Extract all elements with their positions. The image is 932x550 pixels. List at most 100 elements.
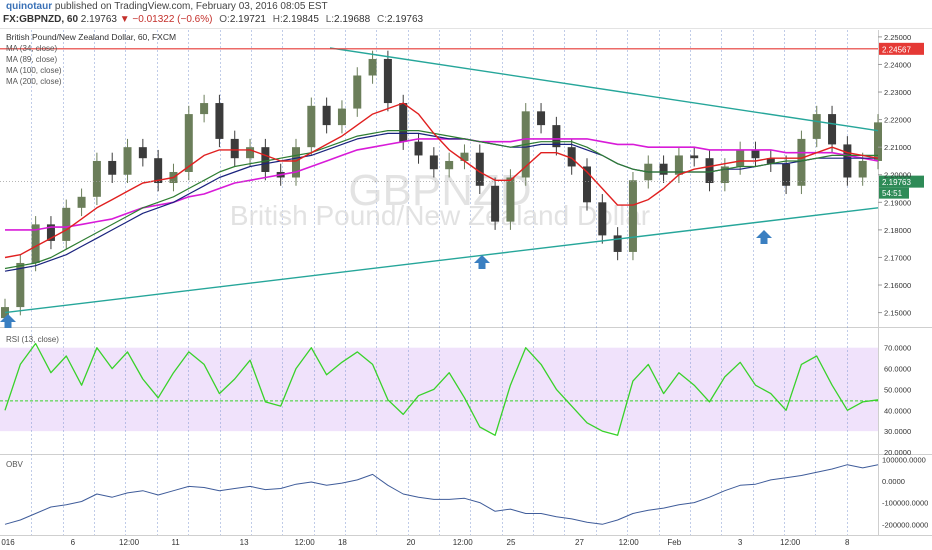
candle-body [31,224,40,263]
candle-body [138,147,147,159]
resistance-label: 2.24567 [882,45,911,54]
upper-trendline [329,47,879,132]
candle-body [751,149,760,159]
candle-body [598,202,607,236]
ma200-line [5,138,879,231]
rsi-tick-label: 40.0000 [884,406,911,415]
candle-body [537,111,546,126]
candle-body [200,103,209,115]
candle-body [858,160,867,178]
candle-body [414,141,423,156]
candle-body [353,75,362,109]
watermark-symbol: GBPNZD [348,166,531,215]
candle-body [460,152,469,161]
price-tick-label: 2.25000 [884,33,911,42]
x-tick-label: 3 [738,538,743,547]
obv-tick-label: 0.0000 [882,477,905,486]
price-tick-label: 2.22000 [884,116,911,125]
candle-body [337,108,346,126]
last-price-tag [879,175,924,188]
x-tick-label: 20 [406,538,415,547]
x-tick-label: Feb [667,538,681,547]
candle-body [674,155,683,175]
ohlc-values: O:2.19721 [219,14,266,25]
ma-legend-item: MA (89, close) [6,55,57,64]
price-tick-label: 2.15000 [884,309,911,318]
candle-body [628,180,637,252]
x-tick-label: 11 [171,538,180,547]
candle-body [368,58,377,76]
candle-body [215,103,224,139]
x-tick-label: 18 [338,538,347,547]
x-tick-label: 12:00 [295,538,316,547]
candle-body [154,158,163,184]
rsi-tick-label: 50.0000 [884,385,911,394]
candle-body [399,103,408,142]
obv-line [4,464,879,525]
candle-body [736,149,745,167]
up-arrow-icon [474,255,490,269]
published-text: published on TradingView.com, February 0… [54,1,328,12]
candle-body [230,138,239,159]
x-tick-label: 016 [1,538,15,547]
candle-body [123,147,132,175]
lower-trendline [4,207,879,314]
candle-body [690,155,699,159]
price-tick-label: 2.23000 [884,88,911,97]
chart-title: British Pound/New Zealand Dollar, 60, FX… [6,32,176,42]
rsi-line [4,342,879,436]
price-tick-label: 2.20000 [884,171,911,180]
candle-body [77,196,86,208]
candle-body [429,155,438,170]
candle-body [720,166,729,184]
candle-body [843,144,852,178]
countdown-label: 54:51 [882,189,903,198]
x-tick-label: 12:00 [780,538,801,547]
ma-legend-item: MA (100, close) [6,66,62,75]
rsi-legend: RSI (13, close) [6,335,59,344]
candle-body [246,147,255,159]
x-tick-label: 12:00 [453,538,474,547]
price-change: ▼ −0.01322 (−0.6%) [119,14,213,25]
x-tick-label: 6 [71,538,76,547]
obv-tick-label: 100000.0000 [882,455,926,464]
candle-body [659,163,668,175]
x-tick-label: 12:00 [619,538,640,547]
ma-legend-item: MA (34, close) [6,44,57,53]
price-candles [1,50,882,327]
rsi-band [0,347,878,432]
candle-body [828,114,837,145]
symbol-label[interactable]: FX:GBPNZD, 60 [3,14,79,25]
chart-header: quinotaur published on TradingView.com, … [0,0,932,29]
countdown-tag [879,187,909,199]
author-link[interactable]: quinotaur [6,1,53,12]
publish-info: quinotaur published on TradingView.com, … [6,1,328,12]
ma-legend-item: MA (200, close) [6,77,62,86]
candle-body [445,160,454,170]
x-tick-label: 25 [507,538,516,547]
candle-body [475,152,484,186]
rsi-tick-label: 20.0000 [884,448,911,457]
candle-body [705,158,714,184]
x-tick-label: 8 [845,538,850,547]
candle-body [261,147,270,172]
price-pane [0,30,878,325]
candle-body [16,262,25,308]
candle-body [782,163,791,186]
candle-body [812,114,821,139]
candle-body [307,105,316,148]
last-price: 2.19763 [80,14,117,25]
candle-body [62,207,71,241]
x-tick-label: 27 [575,538,584,547]
candle-body [108,160,117,175]
x-tick-label: 12:00 [119,538,140,547]
rsi-tick-label: 30.0000 [884,427,911,436]
last-price-label: 2.19763 [882,178,911,187]
up-arrow-icon [756,230,772,244]
candle-body [552,125,561,148]
watermark-name: British Pound/New Zealand Dollar [230,200,650,231]
price-tick-label: 2.16000 [884,281,911,290]
candle-body [583,166,591,203]
rsi-tick-label: 60.0000 [884,365,911,374]
